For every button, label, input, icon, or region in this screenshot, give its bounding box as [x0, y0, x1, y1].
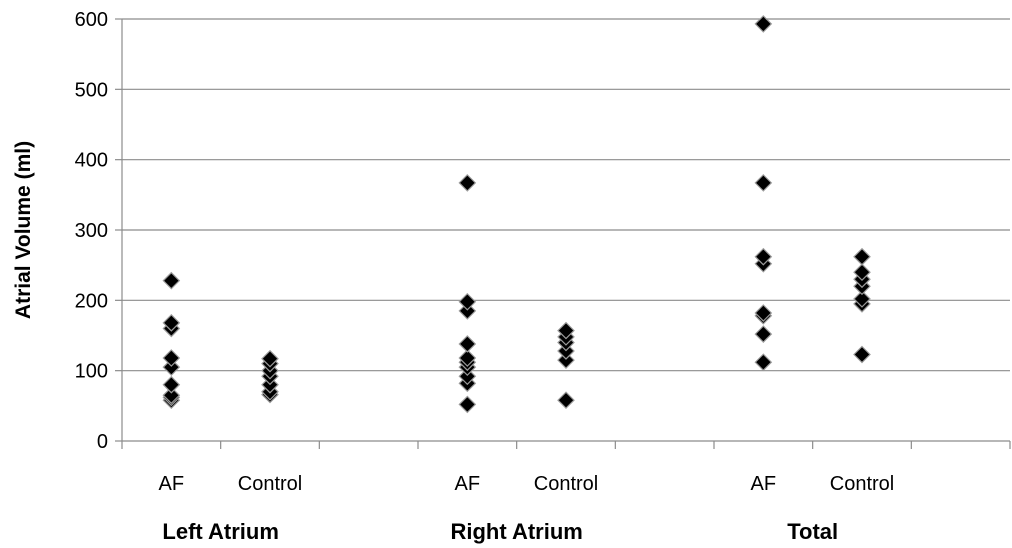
data-points — [162, 15, 871, 414]
y-tick-label: 600 — [75, 9, 108, 31]
data-point — [557, 391, 575, 410]
x-category-label: AF — [455, 473, 481, 495]
data-point — [162, 271, 181, 290]
x-category-label: AF — [751, 473, 777, 495]
data-point — [853, 263, 871, 282]
y-axis-title: Atrial Volume (ml) — [12, 141, 35, 319]
data-point — [162, 349, 181, 367]
data-point — [162, 358, 181, 376]
group-label: Right Atrium — [450, 519, 582, 544]
data-point — [162, 375, 181, 394]
y-tick-labels: 0 100 200 300 400 500 600 — [75, 9, 108, 453]
data-point — [754, 353, 773, 372]
data-point — [754, 174, 773, 192]
data-point — [458, 292, 477, 311]
y-tick-label: 500 — [75, 79, 108, 101]
y-tick-label: 300 — [75, 220, 108, 242]
y-tick-label: 100 — [75, 361, 108, 383]
gridlines — [122, 18, 1010, 372]
group-label: Left Atrium — [162, 519, 279, 544]
data-point — [261, 349, 279, 368]
x-category-label: Control — [830, 473, 894, 495]
x-ticks — [121, 441, 1011, 449]
data-point — [162, 386, 181, 405]
data-point — [162, 313, 181, 332]
data-point — [458, 335, 477, 353]
data-point — [754, 247, 773, 266]
data-point — [853, 290, 871, 308]
group-label: Total — [787, 519, 838, 544]
data-point — [557, 351, 575, 369]
data-point — [853, 247, 871, 266]
group-labels: Left Atrium Right Atrium Total — [162, 519, 838, 544]
data-point — [754, 304, 773, 322]
category-labels: AF Control AF Control AF Control — [159, 473, 895, 495]
y-tick-label: 0 — [97, 431, 108, 453]
data-point — [458, 349, 477, 367]
data-point — [853, 345, 871, 364]
x-category-label: AF — [159, 473, 185, 495]
data-point — [754, 325, 773, 343]
data-point — [458, 174, 477, 192]
x-category-label: Control — [534, 473, 598, 495]
y-tick-label: 200 — [75, 290, 108, 312]
data-point — [458, 302, 477, 320]
data-point — [458, 395, 477, 414]
x-category-label: Control — [238, 473, 302, 495]
data-point — [557, 321, 575, 340]
data-point — [754, 15, 773, 33]
y-tick-label: 400 — [75, 150, 108, 172]
axes — [115, 18, 1010, 442]
data-point — [458, 367, 477, 386]
